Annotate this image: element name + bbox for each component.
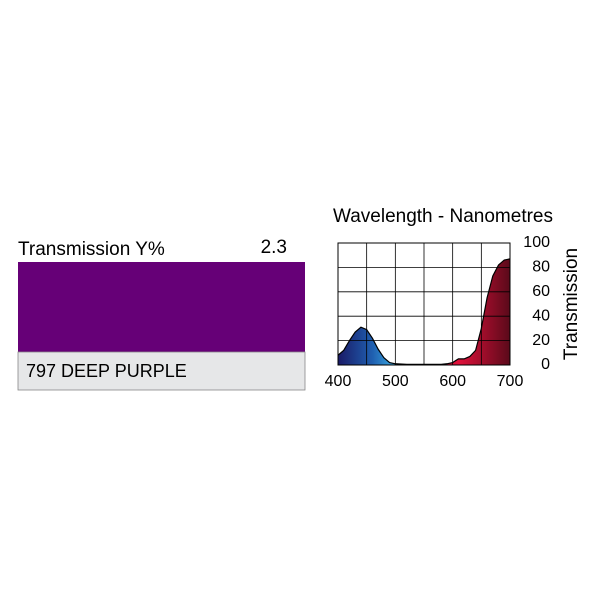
y-axis-label: Transmission bbox=[561, 248, 582, 360]
filter-name: 797 DEEP PURPLE bbox=[26, 361, 187, 381]
color-swatch bbox=[18, 262, 305, 352]
plot-frame bbox=[337, 242, 511, 366]
y-tick-label: 100 bbox=[523, 234, 550, 251]
y-tick-label: 0 bbox=[541, 356, 550, 373]
y-tick-label: 40 bbox=[532, 307, 550, 324]
transmission-curve bbox=[337, 258, 511, 365]
y-tick-label: 20 bbox=[532, 332, 550, 349]
name-box bbox=[17, 351, 306, 391]
x-tick-label: 500 bbox=[382, 373, 409, 390]
transmission-label: Transmission Y% bbox=[18, 239, 165, 260]
transmission-value: 2.3 bbox=[261, 237, 287, 258]
x-tick-label: 400 bbox=[325, 373, 352, 390]
y-tick-label: 60 bbox=[532, 283, 550, 300]
area-fill bbox=[338, 258, 510, 365]
x-tick-label: 600 bbox=[439, 373, 466, 390]
chart-title: Wavelength - Nanometres bbox=[333, 206, 553, 227]
x-tick-label: 700 bbox=[497, 373, 524, 390]
y-tick-label: 80 bbox=[532, 259, 550, 276]
